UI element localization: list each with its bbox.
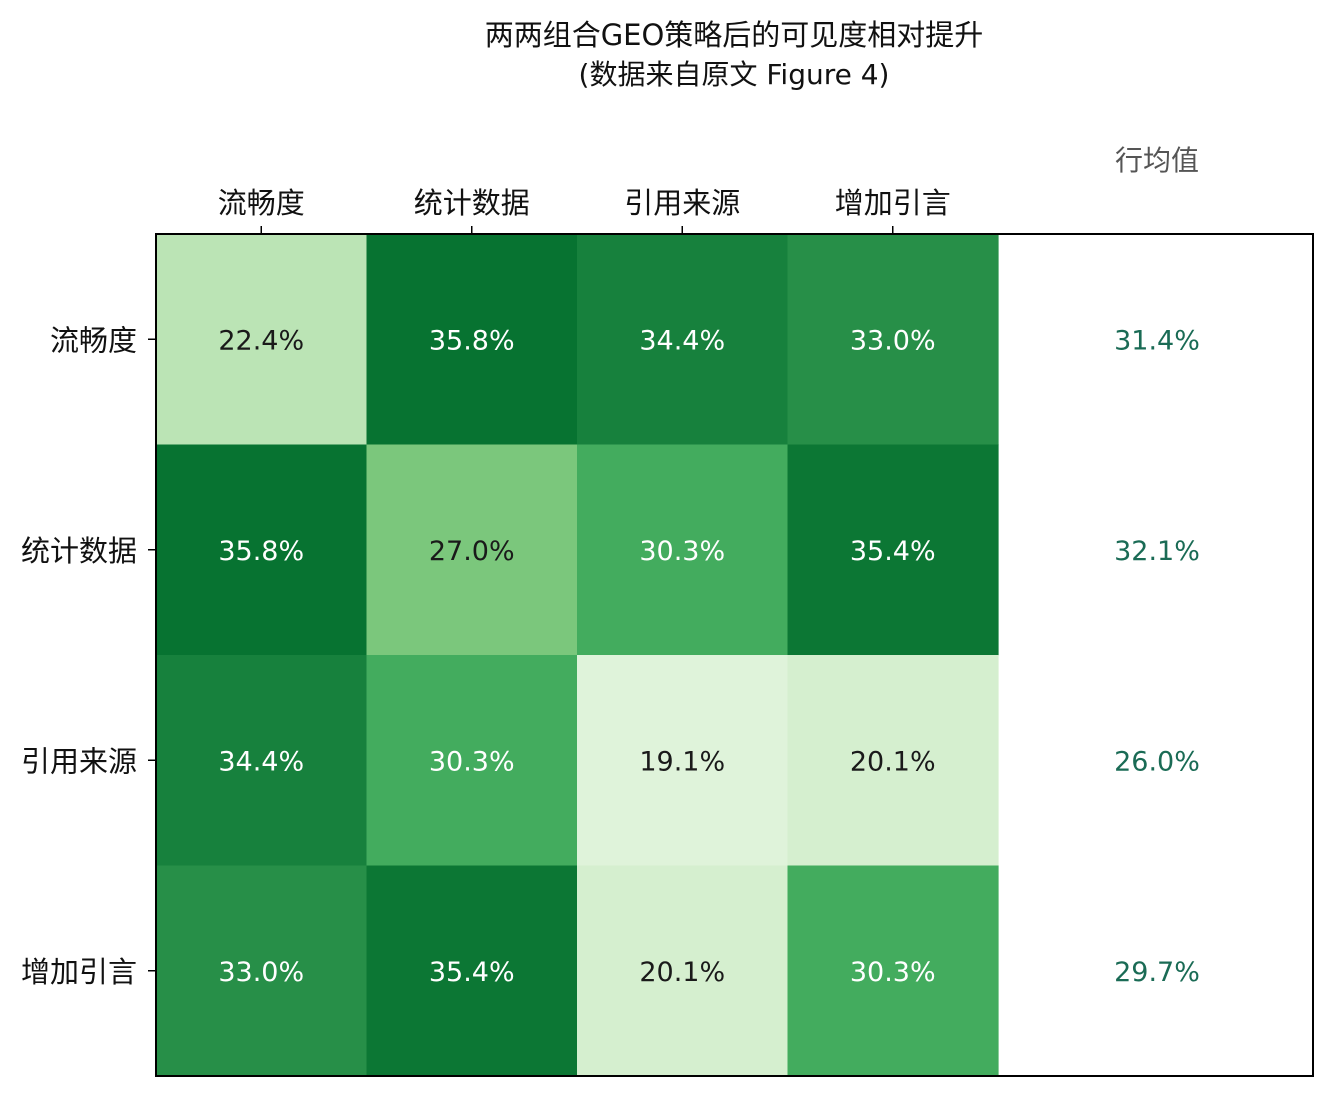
cell-value-label: 20.1% bbox=[639, 957, 725, 988]
row-mean-label: 32.1% bbox=[1114, 536, 1200, 567]
chart-title: 两两组合GEO策略后的可见度相对提升 bbox=[485, 18, 984, 52]
cell-value-label: 30.3% bbox=[850, 957, 936, 988]
heatmap-cell-0-3 bbox=[787, 234, 999, 446]
y-tick-label: 统计数据 bbox=[21, 534, 137, 568]
y-tick-label: 引用来源 bbox=[21, 744, 137, 778]
cell-value-label: 30.3% bbox=[639, 536, 725, 567]
row-mean-label: 29.7% bbox=[1114, 957, 1200, 988]
x-tick-label: 引用来源 bbox=[624, 186, 740, 220]
heatmap-cell-0-0 bbox=[156, 234, 368, 446]
heatmap-cell-2-3 bbox=[787, 655, 999, 867]
cell-value-label: 27.0% bbox=[429, 536, 515, 567]
x-tick-label: 增加引言 bbox=[835, 186, 951, 220]
heatmap-cell-2-1 bbox=[366, 655, 578, 867]
cell-value-label: 34.4% bbox=[639, 325, 725, 356]
cell-value-label: 33.0% bbox=[218, 957, 304, 988]
heatmap-cell-3-3 bbox=[787, 865, 999, 1077]
row-mean-label: 31.4% bbox=[1114, 325, 1200, 356]
cell-value-label: 35.8% bbox=[218, 536, 304, 567]
heatmap-cell-3-1 bbox=[366, 865, 578, 1077]
cell-value-label: 35.4% bbox=[850, 536, 936, 567]
y-tick-label: 流畅度 bbox=[50, 323, 137, 357]
heatmap-cell-1-0 bbox=[156, 444, 368, 656]
y-tick-label: 增加引言 bbox=[21, 955, 137, 989]
cell-value-label: 35.4% bbox=[429, 957, 515, 988]
cell-value-label: 35.8% bbox=[429, 325, 515, 356]
heatmap-cell-2-0 bbox=[156, 655, 368, 867]
x-tick-label: 统计数据 bbox=[414, 186, 530, 220]
row-mean-header: 行均值 bbox=[1115, 144, 1199, 177]
plot-frame bbox=[155, 233, 1314, 1077]
heatmap-cells: 22.4% 35.8% 34.4% 33.0% 31.4% 35.8% 27.0% 30.3%… bbox=[156, 234, 1200, 1077]
chart-subtitle: (数据来自原文 Figure 4) bbox=[579, 58, 890, 91]
heatmap-cell-3-0 bbox=[156, 865, 368, 1077]
heatmap-cell-1-2 bbox=[577, 444, 789, 656]
heatmap-cell-0-2 bbox=[577, 234, 789, 446]
heatmap-cell-1-1 bbox=[366, 444, 578, 656]
x-tick-label: 流畅度 bbox=[218, 186, 305, 220]
cell-value-label: 19.1% bbox=[639, 746, 725, 777]
cell-value-label: 33.0% bbox=[850, 325, 936, 356]
heatmap-cell-2-2 bbox=[577, 655, 789, 867]
heatmap-cell-0-1 bbox=[366, 234, 578, 446]
heatmap-cell-3-2 bbox=[577, 865, 789, 1077]
heatmap-cell-1-3 bbox=[787, 444, 999, 656]
row-mean-label: 26.0% bbox=[1114, 746, 1200, 777]
cell-value-label: 34.4% bbox=[218, 746, 304, 777]
cell-value-label: 30.3% bbox=[429, 746, 515, 777]
cell-value-label: 20.1% bbox=[850, 746, 936, 777]
cell-value-label: 22.4% bbox=[218, 325, 304, 356]
